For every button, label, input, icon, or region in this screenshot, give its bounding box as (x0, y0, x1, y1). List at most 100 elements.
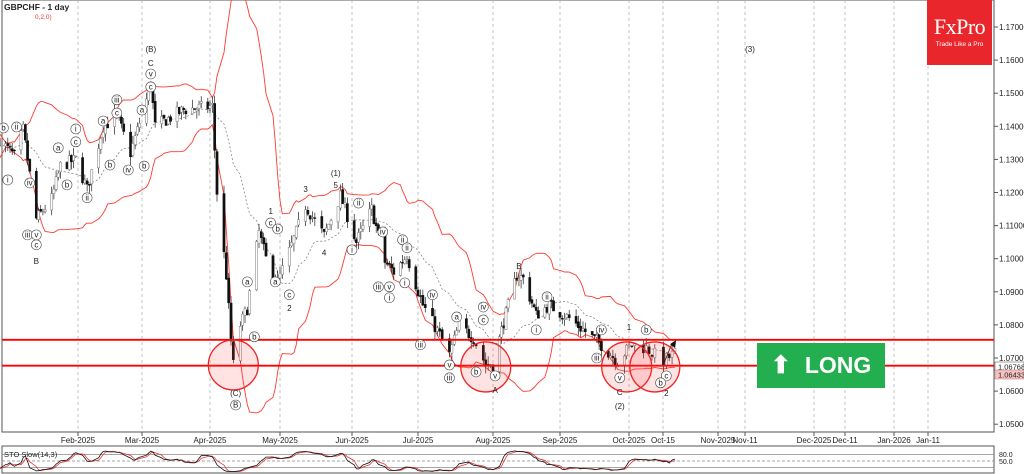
bear-candle (24, 124, 27, 141)
wave-label-circle (399, 277, 411, 289)
stoch-k-line (0, 450, 676, 472)
wave-label-circle (373, 281, 384, 293)
bull-candle (359, 228, 363, 232)
bull-candle (255, 241, 259, 291)
date-axis: Feb-2025 Mar-2025 Apr-2025 May-2025 Jun-2025… (61, 432, 940, 445)
bull-candle (50, 193, 54, 211)
bull-candle (195, 109, 199, 112)
date-label: Jun-2025 (335, 436, 369, 445)
wave-label: ii (15, 122, 19, 131)
bull-candle (405, 259, 409, 262)
bull-candle (248, 290, 252, 314)
bear-candle (650, 354, 654, 357)
wave-label: ii (357, 199, 361, 208)
wave-label: b (108, 161, 113, 170)
bear-candle (545, 307, 549, 313)
wave-label: ii (405, 243, 409, 252)
wave-label: iv (27, 178, 33, 187)
wave-label: c (34, 240, 38, 249)
wave-label: c (287, 290, 291, 299)
bear-candle (13, 149, 16, 152)
bear-candle (491, 364, 495, 372)
bear-candle (465, 318, 468, 329)
bull-candle (519, 275, 523, 281)
bull-candle (399, 262, 402, 276)
bull-candle (595, 335, 599, 338)
wave-label-circle (640, 324, 652, 336)
wave-label: b (644, 325, 649, 334)
bear-candle (558, 312, 562, 318)
wave-label-circle (242, 276, 253, 288)
bear-candle (423, 304, 427, 308)
date-label: Oct-2025 (613, 436, 646, 445)
date-label: Jul-2025 (403, 436, 434, 445)
logo-brand: FxPro (933, 14, 986, 39)
wave-label-circle (478, 314, 489, 326)
bear-candle (34, 170, 38, 219)
date-label: Jan-11 (916, 436, 940, 445)
wave-label: i (404, 278, 406, 287)
bear-candle (481, 345, 485, 361)
bear-candle (39, 209, 43, 212)
wave-label: c (664, 371, 668, 380)
wave-label: (1) (331, 169, 341, 178)
bear-candle (472, 342, 475, 344)
wave-label: i (75, 124, 77, 133)
bear-candle (320, 216, 324, 229)
wave-label: b (252, 332, 257, 341)
wave-label-circle (111, 107, 123, 119)
bear-candle (537, 310, 540, 319)
bear-candle (388, 263, 391, 265)
bear-candle (6, 143, 10, 146)
bear-candle (184, 110, 188, 115)
bear-candle (372, 205, 376, 225)
projection-line (663, 342, 673, 364)
bull-candle (197, 104, 201, 109)
wave-label: A (492, 386, 498, 395)
wave-label: B (233, 401, 238, 410)
bear-candle (552, 300, 555, 312)
wave-label-circle (444, 359, 455, 371)
bull-candle (506, 299, 510, 309)
bear-candle (355, 239, 358, 243)
wave-label: 3 (303, 185, 308, 194)
wave-label: 5 (334, 181, 339, 190)
bull-candle (131, 143, 135, 156)
bear-candle (322, 229, 326, 232)
price-label: 1.06000 (999, 387, 1024, 396)
bear-candle (153, 101, 157, 123)
wave-label: a (454, 312, 459, 321)
bear-candle (193, 108, 196, 110)
price-label: 1.09000 (999, 288, 1024, 297)
wave-label-circle (70, 136, 82, 148)
bear-candle (341, 189, 345, 204)
bull-candle (160, 116, 164, 124)
bull-candle (180, 106, 183, 113)
bull-candle (517, 278, 521, 281)
indicator-panel-frame (1, 445, 995, 474)
bull-candle (294, 225, 298, 238)
line-price-tag: 1.06768 (998, 363, 1024, 372)
date-label: Apr-2025 (194, 436, 227, 445)
bear-candle (390, 263, 393, 269)
wave-label-circle (614, 372, 626, 384)
price-label: 1.10000 (999, 255, 1024, 264)
wave-label: (C) (230, 389, 241, 398)
bear-candle (590, 331, 594, 335)
bull-candle (500, 326, 503, 338)
wave-label: iii (376, 282, 382, 291)
wave-label: b (474, 367, 479, 376)
bear-candle (579, 325, 583, 332)
wave-label-circle (377, 226, 389, 238)
bear-candle (532, 304, 536, 308)
wave-label: B (516, 262, 521, 271)
wave-label-circle (283, 289, 295, 301)
wave-label: C (148, 59, 154, 68)
bull-candle (450, 344, 454, 354)
bear-candle (567, 314, 571, 318)
bear-candle (346, 203, 349, 223)
bull-candle (325, 227, 328, 232)
highlight-circle (207, 339, 259, 391)
